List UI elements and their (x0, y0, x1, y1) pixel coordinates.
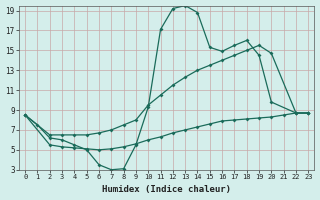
X-axis label: Humidex (Indice chaleur): Humidex (Indice chaleur) (102, 185, 231, 194)
